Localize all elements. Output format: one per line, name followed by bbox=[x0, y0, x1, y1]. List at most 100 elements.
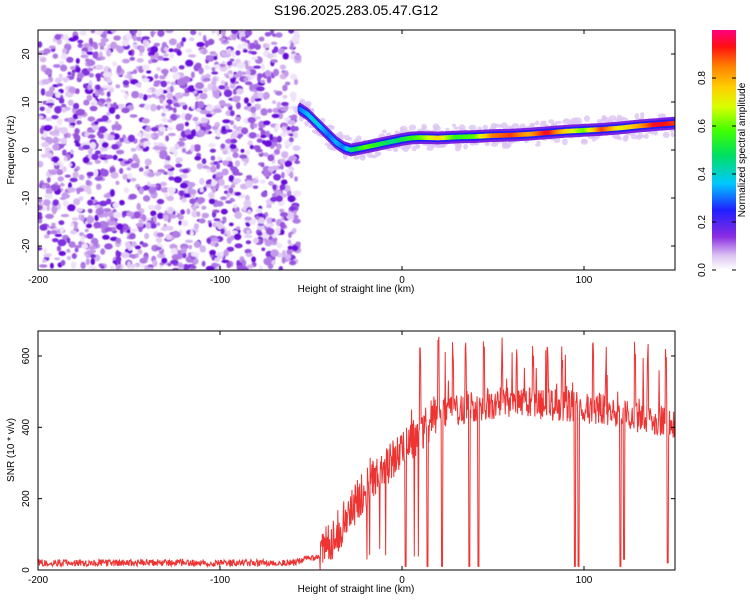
snr-plot-area bbox=[38, 336, 675, 570]
noise-blob bbox=[220, 50, 226, 58]
noise-blob bbox=[172, 107, 177, 113]
noise-blob bbox=[130, 79, 139, 85]
noise-blob bbox=[201, 205, 207, 210]
noise-blob bbox=[181, 148, 186, 153]
noise-blob bbox=[63, 156, 68, 162]
y-tick-label: 200 bbox=[21, 490, 32, 507]
noise-blob bbox=[281, 151, 289, 159]
noise-blob bbox=[136, 58, 144, 63]
noise-blob bbox=[213, 108, 222, 113]
noise-blob bbox=[260, 79, 266, 84]
noise-blob bbox=[167, 186, 176, 194]
noise-blob bbox=[241, 127, 249, 135]
noise-blob bbox=[280, 132, 287, 137]
noise-blob bbox=[243, 77, 248, 82]
noise-blob bbox=[282, 84, 288, 92]
noise-blob bbox=[159, 75, 166, 80]
noise-blob bbox=[210, 155, 216, 161]
noise-blob bbox=[209, 148, 216, 153]
noise-blob bbox=[165, 30, 174, 34]
noise-blob bbox=[225, 156, 232, 162]
noise-blob bbox=[106, 133, 115, 141]
noise-blob bbox=[250, 121, 256, 130]
noise-blob bbox=[121, 252, 130, 259]
noise-blob bbox=[274, 124, 279, 132]
noise-blob bbox=[169, 107, 174, 111]
ridge-halo bbox=[624, 134, 629, 140]
noise-blob bbox=[196, 163, 203, 170]
noise-blob bbox=[178, 220, 182, 226]
noise-blob bbox=[137, 249, 143, 255]
noise-blob bbox=[52, 53, 59, 59]
ridge-halo bbox=[327, 125, 335, 130]
noise-blob bbox=[286, 126, 291, 131]
noise-blob bbox=[69, 122, 76, 126]
colorbar-tick-label: 0.2 bbox=[697, 215, 708, 229]
noise-blob bbox=[234, 116, 241, 121]
noise-blob bbox=[86, 94, 93, 102]
noise-blob bbox=[226, 48, 232, 54]
noise-blob bbox=[261, 247, 266, 252]
noise-blob bbox=[95, 57, 102, 61]
noise-blob bbox=[269, 133, 274, 141]
noise-blob bbox=[279, 64, 286, 70]
noise-blob bbox=[47, 152, 53, 160]
noise-blob bbox=[206, 169, 211, 173]
noise-blob bbox=[290, 91, 297, 100]
noise-blob bbox=[214, 177, 219, 182]
noise-blob bbox=[61, 166, 67, 173]
noise-blob bbox=[81, 51, 87, 55]
noise-blob bbox=[104, 228, 110, 233]
noise-blob bbox=[170, 247, 178, 256]
noise-blob bbox=[60, 213, 70, 218]
noise-blob bbox=[202, 77, 211, 82]
noise-blob bbox=[189, 198, 197, 205]
noise-blob bbox=[294, 176, 298, 182]
ridge-halo bbox=[562, 138, 568, 146]
noise-blob bbox=[263, 169, 270, 177]
noise-blob bbox=[182, 251, 187, 259]
noise-blob bbox=[206, 55, 214, 61]
noise-blob bbox=[113, 35, 121, 41]
noise-blob bbox=[38, 204, 43, 211]
noise-blob bbox=[276, 135, 282, 143]
noise-blob bbox=[54, 34, 62, 40]
noise-blob bbox=[247, 117, 256, 124]
noise-blob bbox=[244, 81, 253, 86]
noise-blob bbox=[114, 123, 122, 131]
noise-blob bbox=[181, 37, 187, 43]
noise-blob bbox=[38, 246, 43, 251]
noise-blob bbox=[232, 130, 241, 136]
ridge-halo bbox=[662, 131, 670, 138]
noise-blob bbox=[87, 208, 93, 213]
noise-blob bbox=[228, 222, 234, 227]
noise-blob bbox=[117, 103, 126, 110]
noise-blob bbox=[213, 64, 221, 70]
noise-blob bbox=[153, 141, 159, 146]
noise-blob bbox=[283, 70, 289, 77]
noise-blob bbox=[282, 249, 287, 257]
noise-blob bbox=[261, 140, 266, 145]
ridge-halo bbox=[511, 123, 520, 128]
noise-blob bbox=[293, 210, 297, 215]
noise-blob bbox=[211, 125, 219, 131]
noise-blob bbox=[142, 64, 150, 71]
noise-blob bbox=[260, 108, 268, 116]
noise-blob bbox=[294, 126, 299, 132]
noise-blob bbox=[86, 233, 94, 240]
noise-blob bbox=[219, 252, 224, 257]
noise-blob bbox=[279, 221, 286, 229]
noise-blob bbox=[78, 214, 82, 221]
noise-blob bbox=[154, 172, 163, 176]
noise-blob bbox=[199, 109, 209, 115]
noise-blob bbox=[184, 239, 194, 243]
noise-blob bbox=[136, 36, 142, 42]
x-tick-label: 100 bbox=[576, 275, 593, 286]
noise-blob bbox=[282, 94, 288, 100]
noise-blob bbox=[49, 86, 55, 92]
noise-blob bbox=[179, 123, 184, 131]
noise-blob bbox=[277, 112, 284, 120]
noise-blob bbox=[119, 168, 124, 174]
noise-blob bbox=[147, 171, 155, 178]
spectrogram-ylabel: Frequency (Hz) bbox=[6, 116, 17, 185]
